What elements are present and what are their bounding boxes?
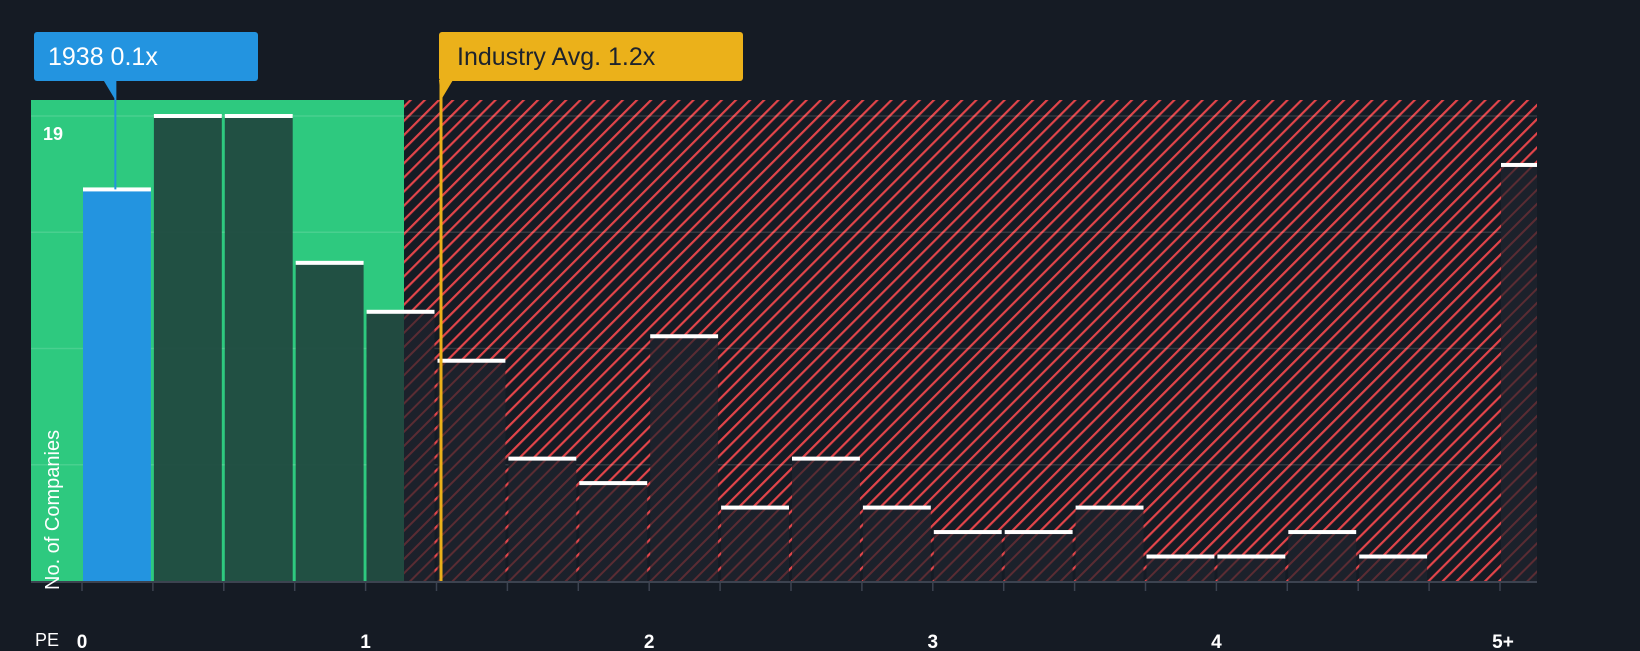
histogram-bar xyxy=(295,260,364,581)
bar-cap xyxy=(579,481,648,486)
x-tick-label: 4 xyxy=(1211,632,1222,650)
bar-cap xyxy=(1359,554,1428,559)
y-max-label: 19 xyxy=(43,124,64,144)
y-axis-label: No. of Companies xyxy=(42,429,64,590)
company-callout-pointer xyxy=(103,80,116,100)
bar-cap xyxy=(933,530,1002,535)
industry-average-label: Industry Avg. 1.2x xyxy=(457,43,656,71)
bar-cap xyxy=(721,505,789,510)
company-pe-label: 1938 0.1x xyxy=(48,43,158,71)
histogram-bar xyxy=(862,505,931,581)
histogram-bar xyxy=(508,456,577,581)
histogram-bar xyxy=(366,309,435,581)
x-tick-label: 1 xyxy=(360,632,371,650)
bar-cap xyxy=(366,309,435,314)
x-axis-prefix: PE xyxy=(35,630,60,650)
histogram-bar xyxy=(224,114,293,581)
bar-cap xyxy=(1075,505,1144,510)
histogram-bar xyxy=(1359,554,1428,581)
histogram-bar xyxy=(650,334,719,581)
bar-cap xyxy=(1146,554,1215,559)
histogram-bar xyxy=(933,530,1002,581)
histogram-bar xyxy=(1217,554,1286,581)
bar-cap xyxy=(1501,162,1537,167)
bar-cap xyxy=(224,114,293,118)
histogram-bar xyxy=(83,187,151,581)
x-tick-label: 2 xyxy=(644,632,655,650)
bar-cap xyxy=(153,114,222,118)
x-tick-label: 5+ xyxy=(1492,632,1514,650)
industry-average-callout: Industry Avg. 1.2x xyxy=(439,32,743,81)
histogram-bar xyxy=(1288,530,1357,581)
histogram-bar xyxy=(721,505,789,581)
histogram-bar xyxy=(1004,530,1073,581)
x-tick-label: 3 xyxy=(928,632,939,650)
bar-cap xyxy=(1217,554,1286,559)
histogram-bar xyxy=(792,456,860,581)
histogram-bar xyxy=(579,481,648,581)
histogram-bar xyxy=(153,114,222,581)
bar-cap xyxy=(83,187,151,192)
bar-cap xyxy=(792,456,860,461)
bar-cap xyxy=(508,456,577,461)
histogram-bar xyxy=(1075,505,1144,581)
bar-cap xyxy=(437,358,506,363)
x-tick-label: 0 xyxy=(77,632,88,650)
bar-cap xyxy=(650,334,719,339)
histogram-bar xyxy=(437,358,506,581)
bar-cap xyxy=(1288,530,1357,535)
bar-cap xyxy=(295,260,364,265)
industry-callout-pointer xyxy=(439,80,453,100)
company-pe-callout: 1938 0.1x xyxy=(34,32,258,81)
histogram-bar xyxy=(1146,554,1215,581)
bar-cap xyxy=(862,505,931,510)
histogram-bar xyxy=(1501,162,1537,581)
bar-cap xyxy=(1004,530,1073,535)
